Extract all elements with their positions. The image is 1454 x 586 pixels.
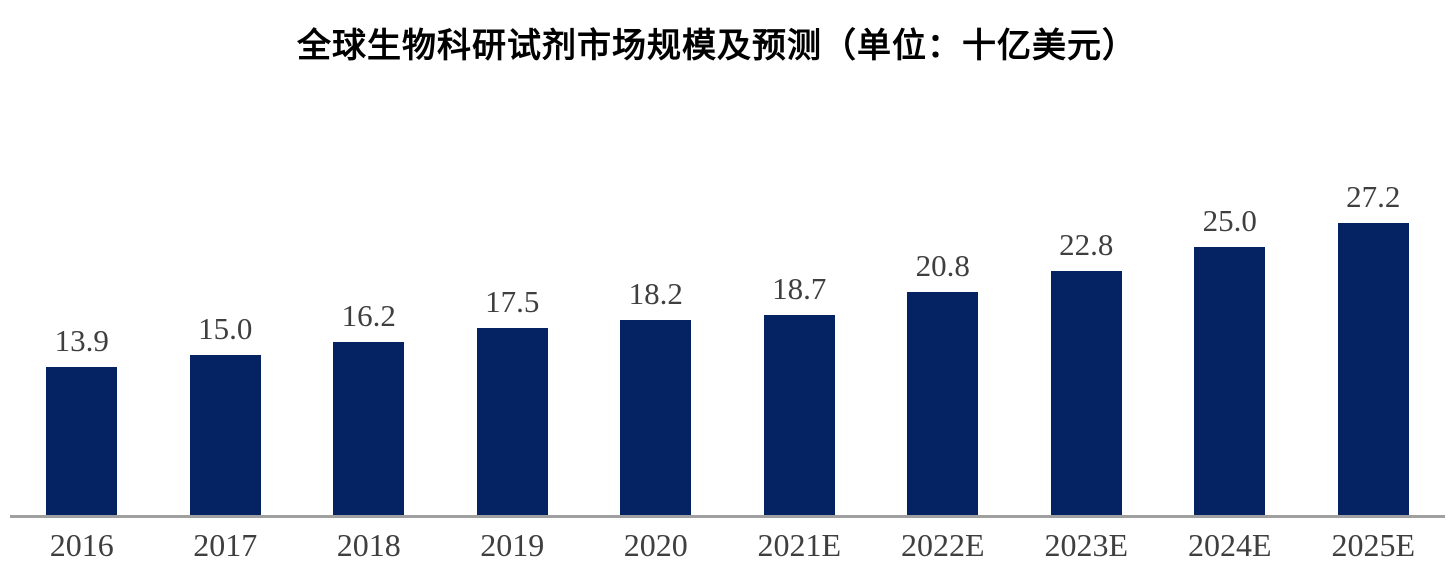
bar [1337,223,1409,517]
bar-column: 15.0 [154,100,298,517]
bar [763,315,835,517]
x-axis-line [10,515,1445,518]
bar-column: 18.7 [728,100,872,517]
x-axis-label: 2020 [623,527,688,563]
bar [1050,270,1122,517]
bar-column: 13.9 [10,100,154,517]
bar-column: 22.8 [1015,100,1159,517]
bar-column: 17.5 [441,100,585,517]
bar [1194,247,1266,517]
x-axis-label: 2022E [900,527,985,563]
bar [189,355,261,517]
bar-column: 25.0 [1158,100,1302,517]
bar-column: 27.2 [1302,100,1446,517]
bar [46,366,118,517]
x-axis-label: 2018 [336,527,401,563]
x-axis-label: 2021E [757,527,842,563]
bar-column: 20.8 [871,100,1015,517]
bar-value-label: 20.8 [915,248,970,284]
bar-value-label: 22.8 [1059,226,1114,262]
bar [907,292,979,517]
bar-value-label: 18.2 [628,276,683,312]
bar [333,342,405,517]
plot-area: 13.9 15.0 16.2 17.5 18.2 18.7 20.8 22.8 25.0 27.2 [10,100,1445,517]
chart-title: 全球生物科研试剂市场规模及预测（单位：十亿美元） [297,28,1137,65]
x-axis-labels: 2016 2017 2018 2019 2020 2021E 2022E 2023E 2024E… [10,527,1445,564]
x-axis-label: 2025E [1331,527,1416,563]
bar-value-label: 15.0 [198,310,253,346]
x-axis-label: 2023E [1044,527,1129,563]
x-axis-label: 2019 [480,527,545,563]
x-axis-label: 2016 [49,527,114,563]
bar-column: 18.2 [584,100,728,517]
bar [620,320,692,517]
bar-value-label: 18.7 [772,270,827,306]
bar-value-label: 25.0 [1202,202,1257,238]
bar-value-label: 27.2 [1346,179,1401,215]
bar [476,328,548,517]
bar-value-label: 17.5 [485,283,540,319]
x-axis-label: 2024E [1187,527,1272,563]
x-axis-label: 2017 [193,527,258,563]
bar-value-label: 16.2 [341,297,396,333]
bar-column: 16.2 [297,100,441,517]
bar-value-label: 13.9 [54,322,109,358]
